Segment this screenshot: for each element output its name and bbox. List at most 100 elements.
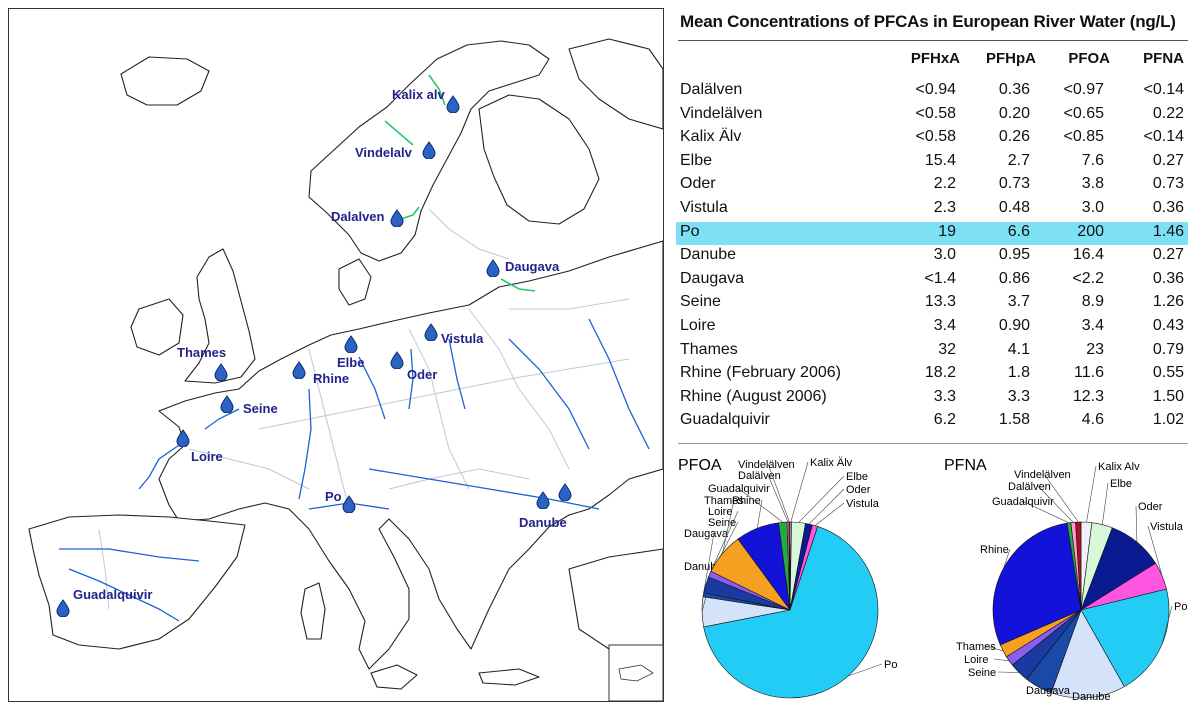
droplet-icon <box>56 599 70 617</box>
river-name-cell: Loire <box>680 317 716 334</box>
value-cell: 200 <box>1077 222 1104 240</box>
pie-slice <box>1080 588 1170 688</box>
map-label-daugava: Daugava <box>505 259 560 274</box>
value-cell: 8.9 <box>1081 293 1104 311</box>
value-cell: 0.36 <box>1152 199 1184 216</box>
value-cell: <2.2 <box>1072 269 1104 287</box>
value-cell: 1.8 <box>1007 364 1030 382</box>
pie-slice-label: Loire <box>708 506 732 518</box>
value-cell: <0.58 <box>915 104 956 122</box>
pie-slice-label: Elbe <box>846 471 868 483</box>
table-row: Kalix Älv <0.58 0.26 <0.85 <0.14 <box>676 127 1188 151</box>
value-cell: 1.58 <box>998 411 1030 429</box>
droplet-icon <box>558 483 572 501</box>
value-cell: 15.4 <box>924 151 956 169</box>
table-row: Po 19 6.6 200 1.46 <box>676 221 1188 246</box>
table-row: Vistula 2.3 0.48 3.0 0.36 <box>676 198 1188 222</box>
pie-slice-label: Thames <box>704 495 744 507</box>
map-label-thames: Thames <box>177 345 227 360</box>
pie-slice <box>992 522 1082 646</box>
pie-slice-label: Vindelälven <box>1014 469 1071 481</box>
value-cell: 0.73 <box>998 175 1030 193</box>
value-cell: 0.86 <box>998 269 1030 287</box>
map-label-danube: Danube <box>519 515 567 530</box>
table-divider <box>678 443 1188 444</box>
value-cell: 32 <box>938 340 956 358</box>
pie-leader-line <box>767 474 789 523</box>
droplet-icon <box>536 491 550 509</box>
pie-slice-label: Guadalquivir <box>708 483 770 495</box>
pie-leader-line <box>767 463 790 523</box>
pie-leader-line <box>1003 548 1011 568</box>
value-cell: <0.14 <box>1143 128 1184 146</box>
value-cell: 3.4 <box>933 317 956 334</box>
pie-slice-label: Oder <box>1138 501 1163 513</box>
value-cell: <0.97 <box>1063 81 1104 98</box>
value-cell: 18.2 <box>924 364 956 382</box>
pie-slice-label: Daugava <box>1026 685 1071 697</box>
value-cell: 6.6 <box>1007 222 1030 240</box>
droplet-icon <box>214 363 228 381</box>
map-label-oder: Oder <box>407 367 438 382</box>
river-name-cell: Seine <box>680 293 721 311</box>
pie-leader-line <box>1086 465 1097 523</box>
pie-slice <box>788 521 791 611</box>
value-cell: 12.3 <box>1072 387 1104 405</box>
pie-leader-line <box>798 475 845 523</box>
landmass-outlines <box>28 38 663 690</box>
droplet-icon <box>176 429 190 447</box>
map-label-vistula: Vistula <box>441 331 484 346</box>
droplet-icon <box>220 395 234 413</box>
pie-slice-label: Po <box>884 659 897 671</box>
map-label-seine: Seine <box>243 401 278 416</box>
pie-title: PFOA <box>678 457 722 474</box>
pie-leader-line <box>722 499 735 554</box>
country-borders <box>98 208 630 610</box>
pie-slice-label: Vistula <box>1150 521 1184 533</box>
value-cell: <1.4 <box>924 269 956 287</box>
rivers <box>59 318 650 622</box>
map-graphic <box>9 9 663 701</box>
pie-slice-label: Thames <box>956 641 996 653</box>
value-cell: 4.6 <box>1081 411 1104 429</box>
value-cell: <0.14 <box>1143 81 1184 98</box>
river-name-cell: Vistula <box>680 199 728 216</box>
value-cell: <0.65 <box>1063 104 1104 122</box>
value-cell: 0.90 <box>998 317 1030 334</box>
value-cell: 1.50 <box>1152 387 1184 405</box>
value-cell: 3.3 <box>933 387 956 405</box>
value-cell: 0.55 <box>1152 364 1184 382</box>
concentration-table: Mean Concentrations of PFCAs in European… <box>672 0 1196 450</box>
value-cell: 0.95 <box>998 246 1030 264</box>
value-cell: 0.26 <box>998 128 1030 146</box>
droplet-icon <box>422 141 436 159</box>
value-cell: 0.79 <box>1152 340 1184 358</box>
pie-leader-line <box>808 488 845 525</box>
river-name-cell: Daugava <box>680 269 745 287</box>
pie-leader-line <box>848 663 883 677</box>
value-cell: 0.22 <box>1152 104 1184 122</box>
value-cell: 0.27 <box>1152 151 1184 169</box>
value-cell: 1.02 <box>1152 411 1184 429</box>
map-label-dalalven: Dalalven <box>331 209 385 224</box>
river-name-cell: Elbe <box>680 151 713 169</box>
pie-leader-line <box>993 658 1010 662</box>
pie-slice-label: Daugava <box>684 528 729 540</box>
pie-leader-line <box>709 510 739 575</box>
pie-slice-label: Rhine <box>980 544 1009 556</box>
river-name-cell: Thames <box>680 340 738 358</box>
droplet-icon <box>292 361 306 379</box>
value-cell: 19 <box>938 222 956 240</box>
map-label-guadalquivir: Guadalquivir <box>73 587 153 602</box>
column-header: PFHxA <box>910 50 960 67</box>
value-cell: 2.7 <box>1007 151 1030 169</box>
pie-slice-label: Danube <box>1072 691 1111 703</box>
value-cell: 3.0 <box>1081 199 1104 216</box>
pie-slice <box>1075 521 1082 611</box>
pie-leader-line <box>1043 473 1079 523</box>
pie-leader-line <box>985 645 1004 652</box>
value-cell: 6.2 <box>933 411 956 429</box>
value-cell: 0.27 <box>1152 246 1184 264</box>
value-cell: <0.58 <box>915 128 956 146</box>
pie-leader-line <box>1102 482 1109 525</box>
